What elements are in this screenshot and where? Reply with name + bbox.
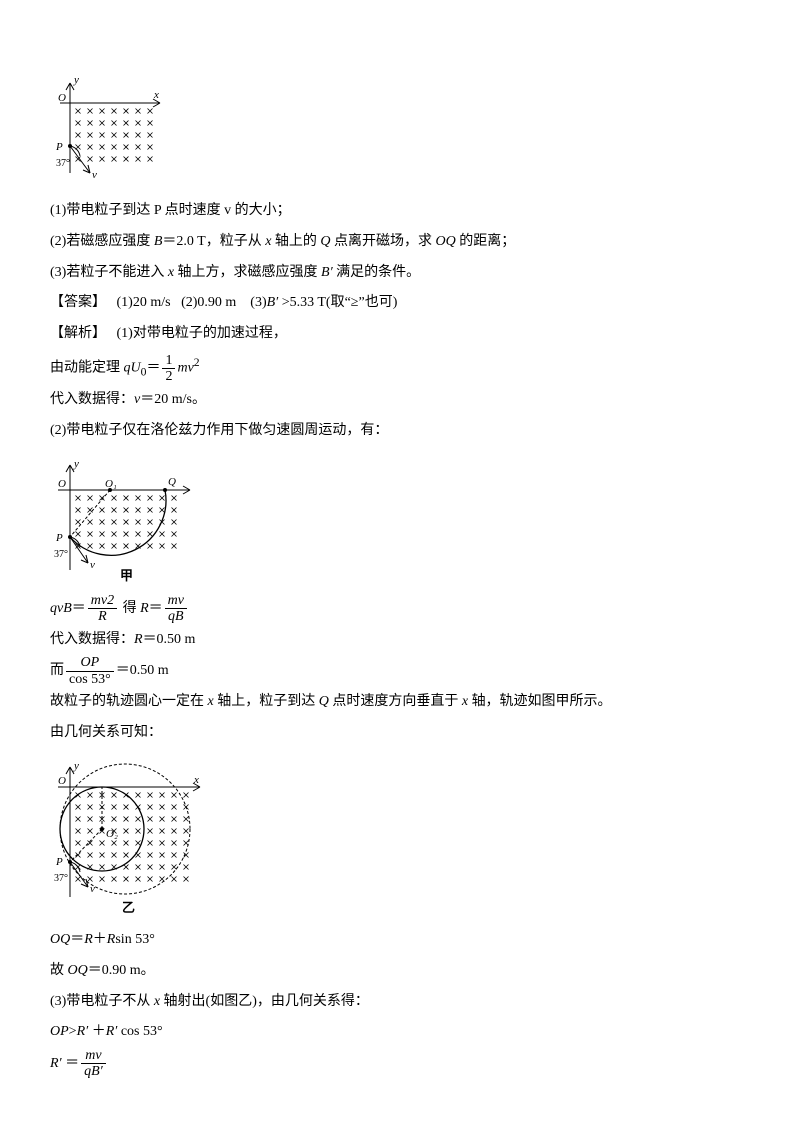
- svg-text:P: P: [55, 856, 63, 868]
- y-label: y: [73, 74, 79, 86]
- P-label: P: [55, 141, 63, 153]
- cos-equation: 而OPcos 53°＝0.50 m: [50, 655, 750, 687]
- svg-text:乙: 乙: [122, 900, 135, 915]
- angle-label: 37°: [56, 158, 70, 169]
- question-3: (3)若粒子不能进入 x 轴上方，求磁感应强度 B′ 满足的条件。: [50, 258, 750, 289]
- explanation-2: (2)带电粒子仅在洛伦兹力作用下做匀速圆周运动，有：: [50, 416, 750, 447]
- answer-line: 【答案】 (1)20 m/s (2)0.90 m (3)B′ >5.33 T(取…: [50, 288, 750, 319]
- OP-inequality: OP>R′ ＋R′ cos 53°: [50, 1017, 750, 1048]
- svg-text:P: P: [55, 532, 63, 544]
- Rprime-equation: R′ ＝mvqB′: [50, 1048, 750, 1080]
- svg-text:y: y: [73, 458, 79, 470]
- v-label: v: [92, 169, 97, 181]
- svg-text:37°: 37°: [54, 549, 68, 560]
- O-label: O: [58, 92, 66, 104]
- field-crosses: [76, 109, 153, 162]
- svg-text:甲: 甲: [120, 568, 133, 583]
- svg-text:v: v: [90, 559, 95, 571]
- svg-text:O: O: [58, 478, 66, 490]
- geometry-intro: 由几何关系可知：: [50, 718, 750, 749]
- figure-1: y x O P 37° v: [50, 68, 750, 188]
- OQ-result: 故 OQ＝0.90 m。: [50, 956, 750, 987]
- svg-text:y: y: [73, 760, 79, 772]
- question-2: (2)若磁感应强度 B＝2.0 T，粒子从 x 轴上的 Q 点离开磁场，求 OQ…: [50, 227, 750, 258]
- center-on-x: 故粒子的轨迹圆心一定在 x 轴上，粒子到达 Q 点时速度方向垂直于 x 轴，轨迹…: [50, 687, 750, 718]
- svg-text:x: x: [193, 774, 199, 786]
- svg-text:O₂: O₂: [106, 828, 118, 840]
- kinetic-equation: 由动能定理 qU0＝12mv2: [50, 350, 750, 385]
- R-result: 代入数据得：R＝0.50 m: [50, 625, 750, 656]
- svg-text:O₁: O₁: [105, 478, 117, 490]
- OQ-equation: OQ＝R＋Rsin 53°: [50, 925, 750, 956]
- velocity-result: 代入数据得：v＝20 m/s。: [50, 385, 750, 416]
- figure-3: y x O P O₂ 37° v 乙: [50, 757, 750, 917]
- svg-text:v: v: [90, 883, 95, 895]
- qvB-equation: qvB＝mv2R 得 R＝mvqB: [50, 593, 750, 625]
- x-label: x: [153, 89, 159, 101]
- explanation-1: 【解析】 (1)对带电粒子的加速过程，: [50, 319, 750, 350]
- figure-2: y O O₁ Q P 37° v 甲: [50, 455, 750, 585]
- svg-text:O: O: [58, 775, 66, 787]
- explanation-3: (3)带电粒子不从 x 轴射出(如图乙)，由几何关系得：: [50, 987, 750, 1018]
- svg-text:37°: 37°: [54, 873, 68, 884]
- svg-text:Q: Q: [168, 476, 176, 488]
- question-1: (1)带电粒子到达 P 点时速度 v 的大小；: [50, 196, 750, 227]
